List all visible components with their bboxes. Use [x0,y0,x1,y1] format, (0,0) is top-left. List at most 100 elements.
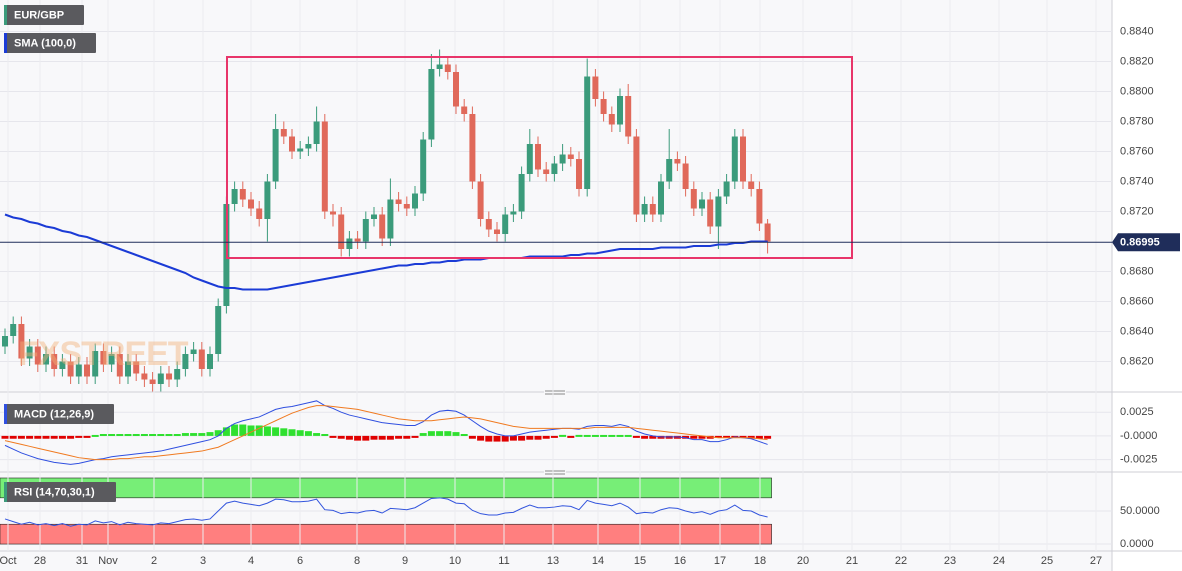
x-tick-label: 8 [354,555,360,567]
candle-body [731,136,738,182]
legend-label[interactable]: RSI (14,70,30,1) [14,486,95,498]
candle-body [330,211,336,215]
candle-body [157,373,164,384]
candle-body [740,136,746,182]
plot-background [0,0,1112,571]
range-rectangle [226,56,853,259]
candle-body [67,361,74,377]
x-tick-label: 4 [248,555,254,567]
y-tick-label: 0.8780 [1120,115,1154,127]
candle-body [543,169,550,174]
histogram-bar [755,435,763,439]
histogram-bar [608,434,616,437]
candle-body [682,163,689,189]
histogram-bar [419,433,427,436]
legend-label[interactable]: SMA (100,0) [14,37,76,49]
histogram-bar [239,424,247,436]
histogram-bar [641,435,649,439]
overbought-zone [0,477,772,499]
histogram-bar [108,434,116,436]
x-tick-label: Oct [0,555,17,567]
histogram-bar [17,435,25,439]
candle-body [707,199,714,227]
candle-body [362,219,369,242]
y-tick-label: 0.8760 [1120,145,1154,157]
legend-box [4,404,114,424]
pane-handle[interactable] [544,470,566,475]
legend-box [4,5,84,25]
candle-body [198,349,205,369]
histogram-bar [591,434,599,437]
candle-body [485,219,492,230]
x-tick-label: 14 [592,555,604,567]
y-tick-label: 0.0000 [1120,538,1154,550]
histogram-bar [313,433,321,436]
histogram-bar [526,435,534,440]
candle-body [354,238,361,242]
candle-body [84,364,90,377]
histogram-bar [460,434,468,436]
pane-handle[interactable] [544,390,566,395]
candle-body [576,159,582,189]
x-tick-label: 23 [944,555,956,567]
sma-line [4,213,768,291]
x-tick-label: 31 [76,555,88,567]
candle-body [494,229,500,234]
histogram-bar [559,434,567,437]
x-tick-label: 20 [797,555,809,567]
candle-body [297,148,304,152]
candle-body [625,96,632,137]
candle-body [567,154,574,159]
x-tick-label: 13 [547,555,559,567]
candle-body [461,106,468,114]
candle-body [412,193,418,209]
histogram-bar [50,435,58,439]
histogram-bar [542,435,550,439]
candle-body [313,121,320,144]
candle-body [469,114,476,182]
axis-background [1112,0,1182,571]
x-tick-label: 11 [498,555,509,567]
watermark: FXSTREET [18,335,189,373]
candle-body [395,199,402,204]
x-tick-label: 3 [200,555,206,567]
y-tick-label: -0.0025 [1120,453,1157,465]
histogram-bar [616,434,624,437]
histogram-bar [280,428,288,436]
histogram-bar [190,433,198,436]
y-tick-label: -0.0000 [1120,430,1157,442]
candle-body [166,373,172,380]
histogram-bar [723,435,731,438]
candle-body [535,144,541,170]
histogram-bar [477,435,485,441]
x-tick-label: Nov [98,555,118,567]
candle-body [59,361,66,369]
histogram-bar [132,434,140,436]
histogram-bar [272,427,280,436]
histogram-bar [567,435,575,438]
histogram-bar [263,426,271,436]
candle-body [658,181,664,215]
histogram-bar [165,434,173,436]
candle-body [207,354,213,369]
legend-label[interactable]: EUR/GBP [14,9,64,21]
candle-body [141,373,148,380]
candle-body [428,69,435,140]
candle-body [305,144,312,149]
legend-label[interactable]: MACD (12,26,9) [14,408,94,420]
candle-body [100,351,107,365]
candle-body [2,336,8,347]
candle-body [674,159,681,164]
candle-body [264,181,271,219]
candle-body [502,214,509,234]
histogram-bar [255,425,263,436]
candle-body [617,96,623,125]
histogram-bar [34,435,42,439]
x-tick-label: 9 [402,555,408,567]
y-tick-label: 0.8720 [1120,205,1154,217]
candle-body [231,189,238,204]
candle-body [756,189,763,224]
candle-body [477,181,484,219]
histogram-bar [337,435,345,439]
